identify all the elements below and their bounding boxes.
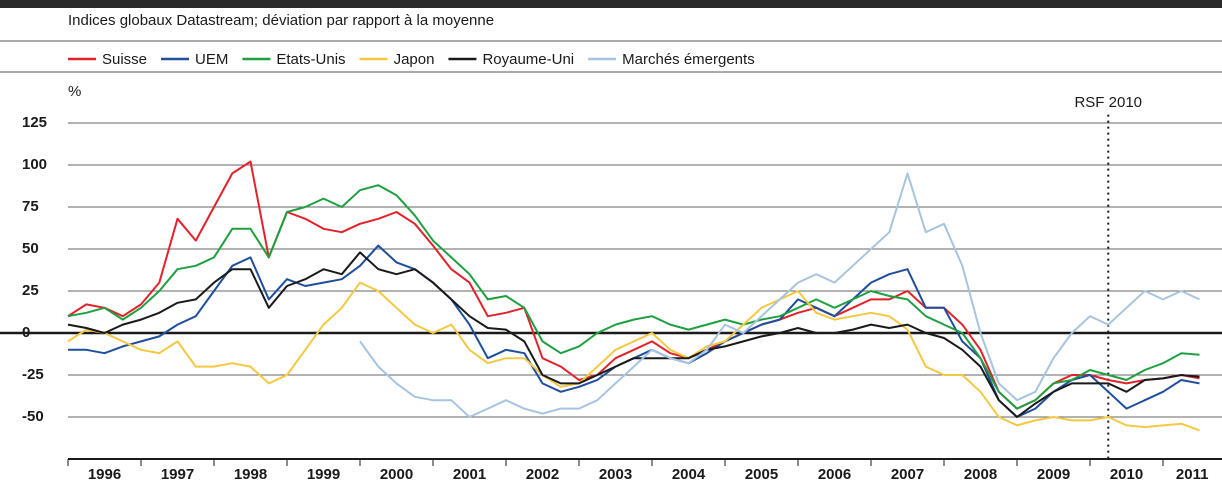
x-tick-label: 2004: [672, 466, 706, 483]
y-unit: %: [68, 83, 81, 100]
legend-label: Suisse: [102, 51, 147, 68]
chart-subtitle: Indices globaux Datastream; déviation pa…: [68, 12, 494, 29]
legend-label: Etats-Unis: [276, 51, 345, 68]
legend-label: Royaume-Uni: [482, 51, 574, 68]
x-tick-label: 2002: [526, 466, 559, 483]
x-tick-label: 1996: [88, 466, 121, 483]
x-tick-label: 2008: [964, 466, 997, 483]
y-tick-label: -25: [22, 366, 44, 383]
series-line: [67, 160, 1200, 410]
series-line: [359, 172, 1200, 418]
top-bar: [0, 0, 1222, 8]
series-line: [68, 244, 1200, 418]
series-line: [67, 184, 1200, 410]
x-tick-label: 2000: [380, 466, 413, 483]
x-tick-label: 2006: [818, 466, 851, 483]
legend-label: Japon: [394, 51, 435, 68]
legend-label: UEM: [195, 51, 228, 68]
legend-label: Marchés émergents: [622, 51, 755, 68]
y-tick-label: 125: [22, 114, 47, 131]
y-tick-label: 75: [22, 198, 39, 215]
y-tick-label: 25: [22, 282, 39, 299]
annotation-label: RSF 2010: [1074, 94, 1142, 111]
y-tick-label: -50: [22, 408, 44, 425]
x-tick-label: 1998: [234, 466, 267, 483]
x-tick-label: 2005: [745, 466, 778, 483]
x-tick-label: 2003: [599, 466, 632, 483]
series-line: [67, 251, 1200, 418]
x-tick-label: 2009: [1037, 466, 1070, 483]
x-tick-label: 2010: [1110, 466, 1143, 483]
legend: Suisse UEM Etats-Unis Japon Royaume-Uni March…: [68, 51, 755, 68]
series-line: [67, 281, 1200, 432]
x-tick-label: 2011: [1176, 466, 1209, 483]
x-tick-label: 1997: [161, 466, 194, 483]
y-tick-label: 50: [22, 240, 39, 257]
y-tick-label: 100: [22, 156, 47, 173]
x-tick-label: 2001: [453, 466, 486, 483]
x-tick-label: 1999: [307, 466, 340, 483]
x-tick-label: 2007: [891, 466, 924, 483]
